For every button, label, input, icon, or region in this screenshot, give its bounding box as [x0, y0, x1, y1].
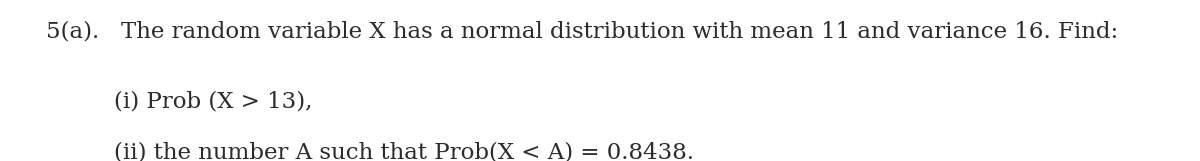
- Text: (ii) the number A such that Prob(X < A) = 0.8438.: (ii) the number A such that Prob(X < A) …: [114, 142, 694, 161]
- Text: (i) Prob (X > 13),: (i) Prob (X > 13),: [114, 90, 312, 112]
- Text: 5(a).   The random variable X has a normal distribution with mean 11 and varianc: 5(a). The random variable X has a normal…: [46, 21, 1118, 43]
